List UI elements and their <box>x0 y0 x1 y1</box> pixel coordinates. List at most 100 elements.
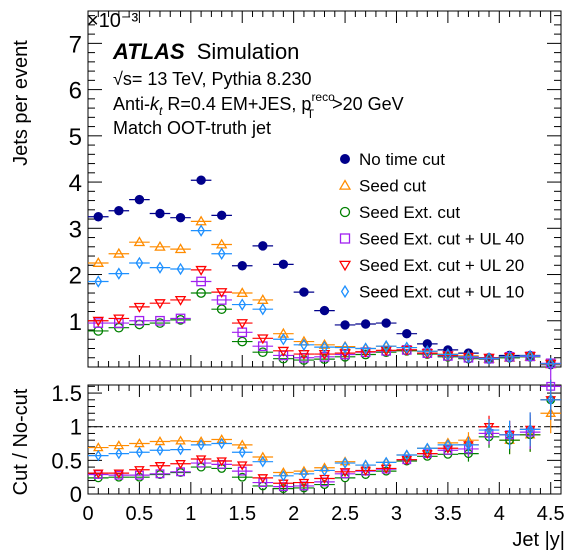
main-point <box>277 346 290 357</box>
data-marks <box>88 175 561 494</box>
ratio-point <box>94 449 102 462</box>
main-point <box>94 275 103 288</box>
legend-marker <box>338 260 352 272</box>
main-point <box>236 319 248 329</box>
ratio-point <box>547 394 555 406</box>
ratio-point <box>382 456 390 469</box>
main-point <box>176 262 185 276</box>
ratio-point <box>360 466 371 476</box>
ratio-point <box>195 455 207 465</box>
main-point <box>195 265 207 276</box>
main-point <box>257 347 268 358</box>
x-tick-label: 1.5 <box>228 503 256 525</box>
main-point <box>236 287 248 298</box>
legend-marker <box>340 284 350 299</box>
ratio-point <box>464 439 473 451</box>
legend-marker <box>338 179 352 190</box>
main-y-tick-label: 7 <box>69 31 82 58</box>
ratio-point <box>113 469 125 479</box>
legend-label: No time cut <box>359 150 445 169</box>
algo-k: k <box>150 94 160 114</box>
x-tick-label: 0 <box>82 503 93 525</box>
ratio-y-tick-label: 1 <box>70 415 82 440</box>
main-y-tick-label: 1 <box>69 309 82 336</box>
main-series <box>88 224 561 371</box>
main-point <box>175 313 186 324</box>
ratio-point <box>340 469 350 479</box>
atlas-label: ATLAS <box>112 39 185 64</box>
legend-label: Seed cut <box>359 177 426 196</box>
main-point <box>133 236 146 247</box>
legend-marker <box>339 233 351 244</box>
algo-prefix: Anti- <box>113 94 150 114</box>
algo-rest: R=0.4 EM+JES, p <box>162 94 311 114</box>
main-point <box>340 320 350 330</box>
ratio-y-tick-label: 1.5 <box>51 381 82 406</box>
main-point <box>300 338 308 352</box>
ratio-point <box>526 423 534 436</box>
ratio-point <box>237 472 247 482</box>
ratio-point <box>237 466 247 476</box>
main-point <box>258 302 267 316</box>
pt-sup: reco <box>311 90 335 104</box>
ratio-point <box>154 462 166 472</box>
x-tick-label: 3 <box>391 503 402 525</box>
main-point <box>341 341 349 354</box>
main-point <box>464 350 473 364</box>
main-point <box>114 267 123 280</box>
pt-sub: T <box>307 107 315 121</box>
main-point <box>92 316 105 327</box>
main-point <box>318 338 331 349</box>
energy-label: √s= 13 TeV, Pythia 8.230 <box>113 69 312 89</box>
main-point <box>156 261 164 274</box>
ratio-point <box>197 439 205 451</box>
ratio-point <box>176 443 185 456</box>
main-point <box>237 336 248 347</box>
ratio-point <box>422 449 433 460</box>
ratio-point <box>134 466 145 476</box>
main-point <box>155 315 165 326</box>
main-point <box>381 318 391 328</box>
main-point <box>320 340 329 354</box>
algo-t: t <box>159 104 163 118</box>
legend-entry: Seed Ext. cut <box>339 203 460 222</box>
main-point <box>175 212 186 223</box>
x-tick-label: 2 <box>288 503 299 525</box>
ratio-point <box>115 447 123 460</box>
ratio-point <box>258 478 268 488</box>
main-point <box>93 318 104 328</box>
legend-label: Seed Ext. cut + UL 10 <box>359 283 524 302</box>
main-point <box>155 208 165 219</box>
x-axis-label: Jet |y| <box>512 529 565 550</box>
x-tick-label: 3.5 <box>434 503 462 525</box>
ratio-point <box>134 470 144 480</box>
ratio-point <box>279 470 287 482</box>
main-point <box>485 351 493 365</box>
main-point <box>401 345 413 356</box>
main-point <box>299 287 309 297</box>
ratio-y-tick-label: 0 <box>70 482 82 507</box>
main-point <box>196 276 206 287</box>
y-multiplier: ×10⁻³ <box>87 10 138 32</box>
main-point <box>215 238 228 249</box>
pt-cut: >20 GeV <box>332 94 404 114</box>
ratio-point <box>114 470 124 480</box>
simulation-label: Simulation <box>197 39 300 64</box>
ratio-point <box>175 460 186 470</box>
main-point <box>174 295 187 306</box>
main-point <box>422 339 433 349</box>
main-y-tick-label: 4 <box>69 170 82 197</box>
main-point <box>238 298 247 311</box>
legend-marker <box>339 206 351 218</box>
legend-label: Seed Ext. cut + UL 20 <box>359 256 524 275</box>
ratio-y-axis-label: Cut / No-cut <box>10 388 32 495</box>
main-point <box>318 350 331 360</box>
ratio-point <box>380 464 392 474</box>
main-y-tick-label: 6 <box>69 78 82 105</box>
main-point <box>133 302 146 313</box>
ratio-point <box>505 429 514 441</box>
algorithm-label: Anti-kt R=0.4 EM+JES, preco T >20 GeV <box>113 90 404 121</box>
ratio-point <box>259 455 267 468</box>
main-point <box>360 319 371 329</box>
